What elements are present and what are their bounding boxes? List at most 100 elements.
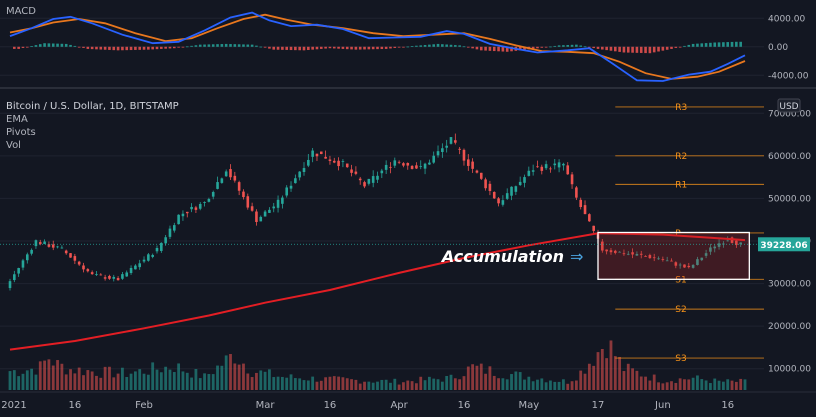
macd-histogram-bar [441,44,444,47]
candle [505,188,509,200]
candle [30,248,33,256]
macd-histogram-bar [665,46,669,50]
last-price-tag: 39228.06 [0,237,810,252]
indicator-vol-label[interactable]: Vol [6,140,21,151]
indicator-pivots-label[interactable]: Pivots [6,127,36,138]
candle-body [86,269,90,272]
macd-histogram-bar [596,46,600,49]
candle [575,186,578,201]
volume-bar [164,366,168,390]
candle [402,162,405,168]
macd-histogram-bar [250,44,254,47]
time-axis[interactable]: 2021 16 Feb Mar 16 Apr 16 May 17 Jun 16 [1,400,734,411]
macd-histogram-bar [56,43,59,47]
candle-body [501,200,505,205]
volume-bar [527,376,531,390]
macd-histogram-bar [319,46,323,49]
candle [445,139,448,153]
macd-histogram-bar [255,45,258,47]
candle-body [82,265,85,270]
candle-body [246,196,250,208]
candle [103,274,107,281]
macd-line [9,11,746,82]
candle-body [90,272,94,275]
candle-body [674,262,678,266]
volume-bar [726,379,730,390]
candle [397,160,401,165]
candle [358,176,362,185]
volume-bar [142,373,146,390]
candle-body [544,164,548,169]
macd-histogram-bar [722,42,725,47]
macd-histogram-bar [657,46,660,52]
volume-bar [440,381,444,390]
macd-histogram-bar [717,42,721,47]
macd-histogram-bar [242,44,245,47]
candle-body [393,160,397,166]
candle [17,267,20,277]
candle-body [484,179,487,189]
macd-histogram-bar [272,46,276,50]
macd-histogram-bar [713,42,717,47]
candle-body [95,274,98,275]
volume-bar [293,378,297,390]
candle [687,262,691,269]
candle [90,270,94,275]
macd-histogram-bar [523,46,526,50]
volume-bar [531,381,535,390]
volume-bar [185,372,189,390]
time-axis-label: Feb [135,400,153,411]
candle [177,214,180,225]
volume-bar [631,368,634,390]
candle-body [255,211,258,222]
currency-badge[interactable]: USD [777,98,801,113]
candle [142,256,146,264]
candle-body [69,253,72,258]
candle-body [302,168,306,173]
candle [458,147,461,155]
volume-bar [21,373,25,390]
macd-histogram-bar [583,46,587,48]
volume-bar [203,373,206,390]
volume-bar [501,378,505,390]
candle-body [194,207,198,210]
candle-body [419,166,423,167]
volume-bar [34,374,38,390]
candle-body [263,211,267,217]
candle [626,251,630,256]
candle [661,256,665,262]
candle [549,166,552,173]
volume-bar [216,365,219,390]
indicator-ema-label[interactable]: EMA [6,114,28,125]
macd-y-tick-label: 0.00 [768,43,788,53]
candle [168,225,172,240]
candle-body [700,257,704,261]
volume-bar [553,381,557,390]
volume-bar [587,363,591,390]
macd-histogram-bar [540,46,544,48]
candle [380,168,384,179]
volume-bar [514,371,518,390]
price-y-tick-label: 70000.00 [768,109,811,119]
macd-histogram-bar [294,46,297,51]
symbol-title: Bitcoin / U.S. Dollar, 1D, BITSTAMP [6,101,179,112]
macd-histogram-bar [354,46,358,50]
volume-bar [133,371,137,390]
volume-bar [380,379,384,390]
candle-body [56,246,59,248]
candle-body [30,249,33,254]
volume-bar [250,377,254,390]
candle-body [229,169,232,178]
candle-body [471,161,474,169]
candle-body [363,182,366,187]
candle [540,164,544,175]
candle-body [739,242,742,245]
volume-bar [38,361,42,390]
candle-body [562,163,565,166]
candle [203,201,206,207]
candle [717,239,721,250]
candle-body [358,178,362,181]
candle [415,162,418,169]
candle-body [172,225,176,231]
